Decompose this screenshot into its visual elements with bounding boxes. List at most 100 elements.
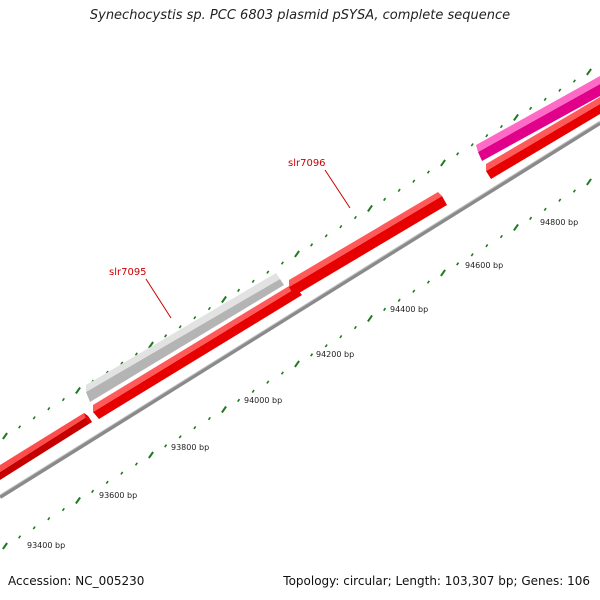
outer-tick [470, 143, 474, 147]
ruler-label: 93800 bp [171, 443, 209, 452]
outer-tick [353, 215, 357, 220]
ruler-tick [221, 405, 227, 414]
ruler-tick [47, 516, 51, 521]
ruler-tick [61, 507, 65, 512]
ruler-label: 94400 bp [390, 305, 428, 314]
outer-tick [237, 288, 241, 293]
outer-tick [324, 234, 328, 238]
outer-tick-track [2, 68, 592, 440]
accession-label: Accession: NC_005230 [8, 574, 145, 588]
outer-tick [294, 250, 300, 258]
ruler-tick [105, 480, 109, 485]
ruler-label: 94200 bp [316, 350, 354, 359]
feature-magenta[interactable] [476, 76, 600, 161]
outer-tick [61, 397, 65, 402]
ruler-tick [148, 451, 154, 459]
ruler-tick [513, 223, 519, 232]
forward-gene-right[interactable] [486, 97, 600, 179]
ruler-tick [280, 371, 284, 375]
outer-tick [120, 361, 124, 365]
ruler-tick [193, 425, 197, 430]
outer-tick [164, 334, 168, 338]
ruler-tick [207, 416, 211, 421]
ruler-tick [412, 289, 416, 293]
outer-tick [18, 425, 22, 429]
ruler-tick [485, 243, 489, 248]
ruler-tick [75, 496, 81, 505]
reverse-gene-grey[interactable] [86, 273, 284, 402]
outer-tick [558, 88, 562, 92]
ruler-tick [164, 444, 168, 448]
ruler-label: 93400 bp [27, 541, 65, 550]
outer-tick [412, 179, 416, 183]
outer-tick [397, 188, 401, 192]
map-summary: Topology: circular; Length: 103,307 bp; … [283, 574, 590, 588]
gene-label-leader-slr7095 [145, 278, 172, 319]
ruler-tick [339, 334, 343, 339]
ruler-tick [237, 398, 241, 403]
ruler-tick [529, 216, 533, 221]
ruler-tick [397, 298, 401, 302]
ruler-label: 94000 bp [244, 396, 282, 405]
outer-tick [426, 170, 430, 174]
ruler-tick [353, 325, 357, 330]
ruler-tick [91, 489, 95, 494]
gene-label-leader-slr7096 [324, 169, 351, 209]
sequence-backbone-highlight [0, 120, 600, 496]
ruler-tick [499, 234, 503, 239]
ruler-tick [470, 253, 474, 257]
ruler-tick [266, 380, 270, 384]
outer-tick [339, 224, 343, 229]
outer-tick [75, 386, 81, 395]
outer-tick [221, 295, 227, 304]
ruler-tick [32, 526, 36, 530]
ruler-tick-track [2, 178, 592, 550]
outer-tick [251, 279, 255, 283]
ruler-tick [134, 462, 138, 466]
outer-tick [440, 159, 446, 167]
ruler-tick [2, 542, 8, 550]
gene-label-slr7095[interactable]: slr7095 [109, 267, 147, 278]
outer-tick [456, 152, 460, 156]
map-title: Synechocystis sp. PCC 6803 plasmid pSYSA… [89, 8, 511, 23]
ruler-label: 93600 bp [99, 491, 137, 500]
gene-label-slr7096[interactable]: slr7096 [288, 158, 326, 169]
outer-tick [266, 270, 270, 274]
ruler-tick [294, 360, 300, 368]
outer-tick [367, 204, 373, 213]
forward-gene-slr7096-block[interactable] [289, 192, 447, 296]
outer-tick [586, 68, 592, 76]
ruler-tick [456, 262, 460, 266]
outer-tick [485, 133, 489, 138]
outer-tick [310, 243, 314, 247]
ruler-tick [586, 178, 592, 186]
outer-tick [529, 106, 533, 111]
forward-gene-1[interactable] [0, 413, 92, 480]
outer-tick [543, 97, 547, 101]
ruler-tick [324, 344, 328, 348]
ruler-tick [178, 435, 182, 439]
ruler-tick [383, 307, 387, 312]
outer-tick [383, 197, 387, 202]
ruler-tick [558, 198, 562, 202]
outer-tick [134, 352, 138, 356]
outer-tick [207, 306, 211, 311]
ruler-tick [426, 280, 430, 284]
outer-tick [280, 261, 284, 265]
outer-tick [178, 325, 182, 329]
outer-tick [193, 315, 197, 320]
ruler-tick [310, 353, 314, 357]
outer-tick [572, 79, 576, 83]
ruler-tick [251, 389, 255, 393]
forward-gene-slr7095-block[interactable] [93, 283, 302, 419]
sequence-backbone [0, 121, 600, 499]
outer-tick [499, 124, 503, 129]
outer-tick [513, 113, 519, 122]
ruler-tick [367, 314, 373, 323]
outer-tick [47, 406, 51, 411]
ruler-label: 94600 bp [465, 261, 503, 270]
ruler-label: 94800 bp [540, 218, 578, 227]
ruler-tick [18, 535, 22, 539]
ruler-tick [120, 471, 124, 475]
